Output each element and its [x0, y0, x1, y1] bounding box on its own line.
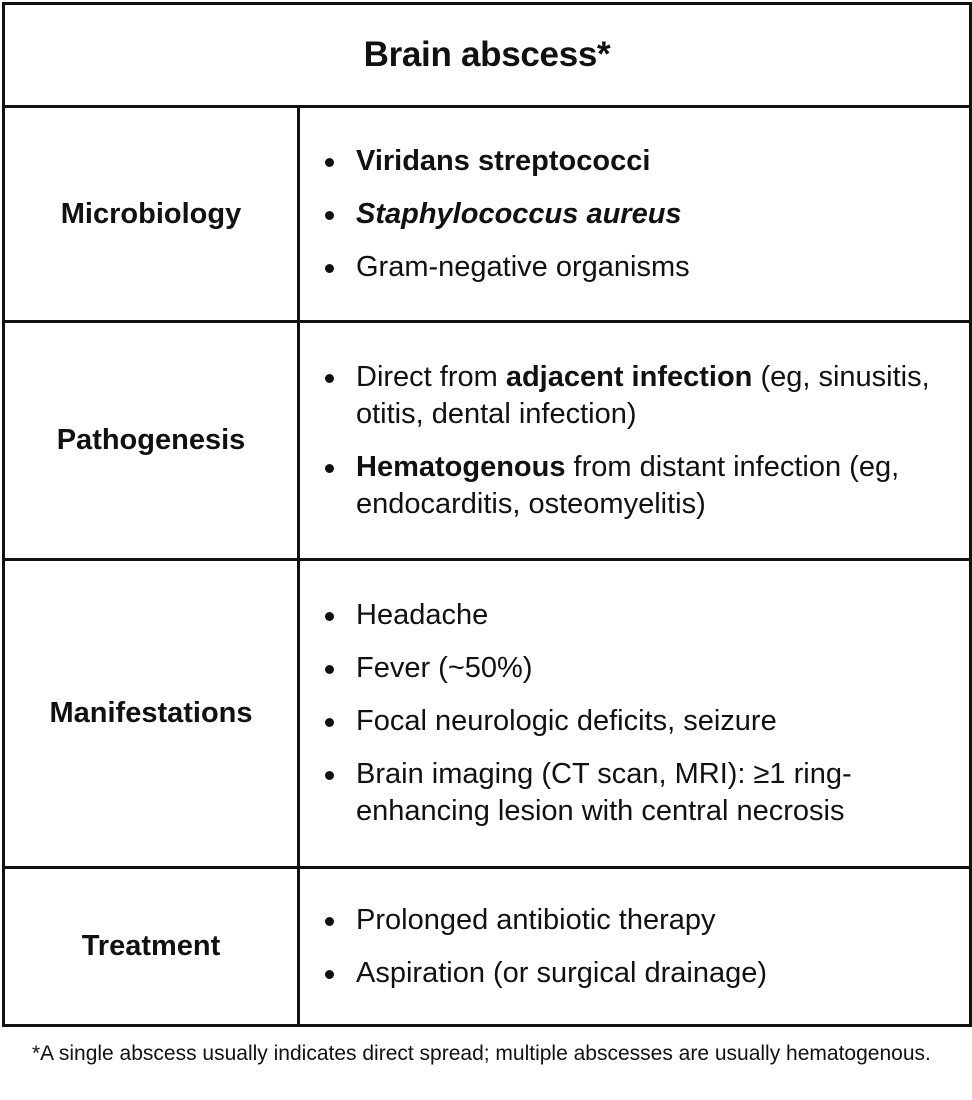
list-item: Hematogenous from distant infection (eg,…: [322, 449, 949, 523]
row-pathogenesis: Pathogenesis Direct from adjacent infect…: [5, 323, 969, 561]
bullet-icon: [322, 143, 356, 180]
list-item: Aspiration (or surgical drainage): [322, 955, 949, 992]
list-item: Fever (~50%): [322, 650, 949, 687]
bullet-text: Staphylococcus aureus: [356, 197, 682, 230]
bullet-icon: [322, 756, 356, 793]
row-microbiology: Microbiology Viridans streptococci Staph…: [5, 108, 969, 323]
bullet-icon: [322, 597, 356, 634]
row-manifestations: Manifestations Headache Fever (~50%) Foc…: [5, 561, 969, 869]
bullet-text-emphasis: adjacent infection: [505, 360, 753, 393]
bullet-icon: [322, 249, 356, 286]
bullet-text-part: Direct from: [356, 360, 506, 393]
bullet-text: Fever (~50%): [356, 652, 533, 684]
list-item: Brain imaging (CT scan, MRI): ≥1 ring-en…: [322, 756, 949, 830]
bullet-text: Direct from adjacent infection (eg, sinu…: [356, 359, 949, 433]
table-title-row: Brain abscess*: [5, 5, 969, 108]
row-content-treatment: Prolonged antibiotic therapy Aspiration …: [300, 869, 969, 1024]
bullet-text: Focal neurologic deficits, seizure: [356, 705, 777, 737]
bullet-icon: [322, 902, 356, 939]
bullet-text: Viridans streptococci: [356, 144, 651, 177]
bullet-icon: [322, 955, 356, 992]
bullet-text: Brain imaging (CT scan, MRI): ≥1 ring-en…: [356, 758, 852, 827]
footnote: *A single abscess usually indicates dire…: [32, 1042, 931, 1065]
bullet-text: Aspiration (or surgical drainage): [356, 956, 768, 989]
bullet-text: Prolonged antibiotic therapy: [356, 903, 716, 936]
list-item: Focal neurologic deficits, seizure: [322, 703, 949, 740]
row-content-manifestations: Headache Fever (~50%) Focal neurologic d…: [300, 561, 969, 866]
bullet-icon: [322, 650, 356, 687]
bullet-text-part: (eg, sinusitis, otitis, dental infection…: [356, 360, 930, 430]
table-title: Brain abscess*: [363, 35, 611, 74]
row-content-pathogenesis: Direct from adjacent infection (eg, sinu…: [300, 323, 969, 558]
bullet-icon: [322, 703, 356, 740]
row-content-microbiology: Viridans streptococci Staphylococcus aur…: [300, 108, 969, 320]
bullet-icon: [322, 449, 356, 486]
bullet-text-part: from distant infection (eg, endocarditis…: [356, 450, 900, 520]
row-treatment: Treatment Prolonged antibiotic therapy A…: [5, 869, 969, 1024]
row-label-pathogenesis: Pathogenesis: [5, 323, 300, 558]
row-label-treatment: Treatment: [5, 869, 300, 1024]
bullet-text: Hematogenous from distant infection (eg,…: [356, 449, 949, 523]
list-item: Gram-negative organisms: [322, 249, 949, 286]
list-item: Headache: [322, 597, 949, 634]
list-item: Staphylococcus aureus: [322, 196, 949, 233]
list-item: Viridans streptococci: [322, 143, 949, 180]
brain-abscess-table: Brain abscess* Microbiology Viridans str…: [2, 2, 972, 1027]
list-item: Prolonged antibiotic therapy: [322, 902, 949, 939]
list-item: Direct from adjacent infection (eg, sinu…: [322, 359, 949, 433]
bullet-text: Gram-negative organisms: [356, 250, 690, 283]
row-label-manifestations: Manifestations: [5, 561, 300, 866]
bullet-text-emphasis: Hematogenous: [356, 450, 566, 483]
bullet-text: Headache: [356, 599, 489, 631]
row-label-microbiology: Microbiology: [5, 108, 300, 320]
bullet-icon: [322, 196, 356, 233]
bullet-icon: [322, 359, 356, 396]
